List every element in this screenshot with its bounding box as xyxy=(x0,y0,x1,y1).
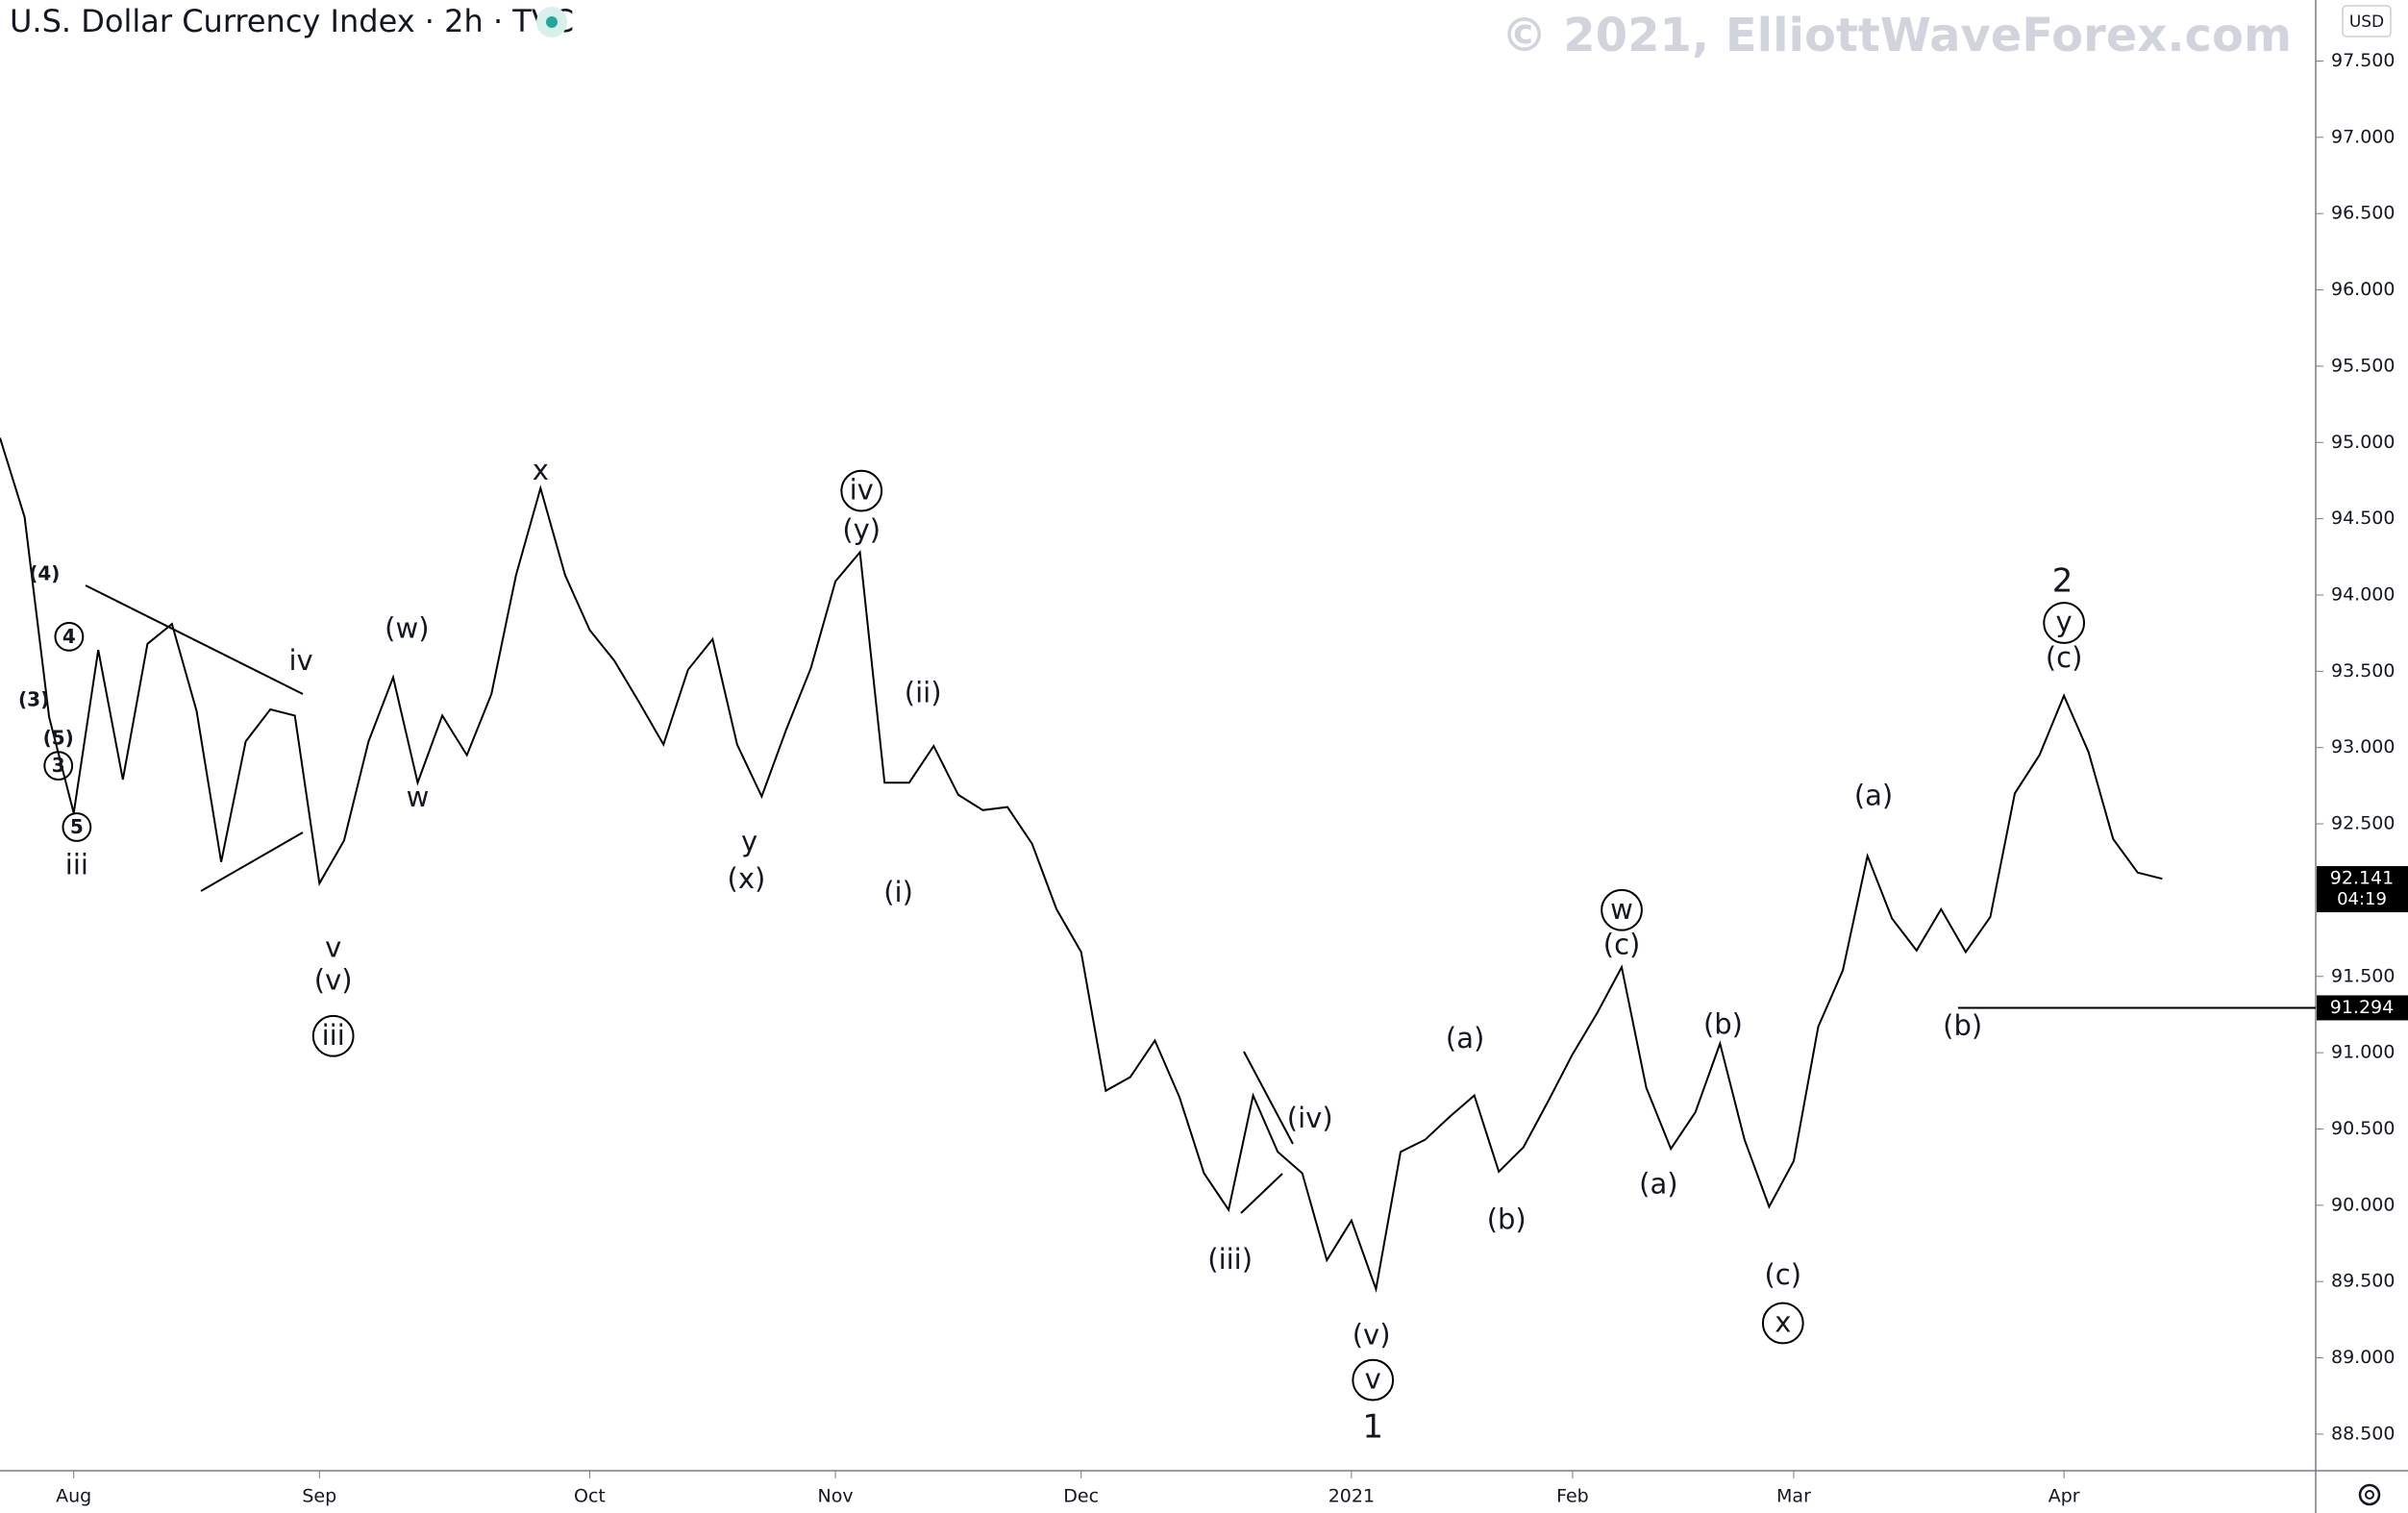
gear-hub xyxy=(2365,1490,2374,1500)
wave-label: (x) xyxy=(728,862,766,895)
x-tick-label: 2021 xyxy=(1328,1486,1375,1507)
watermark: © 2021, ElliottWaveForex.com xyxy=(1502,9,2292,62)
wave-label: (y) xyxy=(842,513,881,546)
wave-label: 1 xyxy=(1362,1408,1383,1447)
y-tick-label: 92.500 xyxy=(2331,813,2395,834)
y-tick-label: 93.000 xyxy=(2331,736,2395,757)
wave-label: 3 xyxy=(52,754,65,777)
y-tick-label: 90.000 xyxy=(2331,1194,2395,1215)
level-label-box xyxy=(2317,995,2408,1021)
wave-label: iv xyxy=(850,474,874,507)
wave-circle xyxy=(2043,602,2086,644)
wave-label: w xyxy=(1610,893,1633,926)
y-tick-label: 91.000 xyxy=(2331,1042,2395,1063)
level-label: 91.294 xyxy=(2330,997,2394,1018)
settings-icon[interactable] xyxy=(2358,1483,2381,1506)
trendline xyxy=(1243,1051,1294,1145)
wave-label: (a) xyxy=(1446,1022,1484,1054)
y-tick-label: 96.500 xyxy=(2331,203,2395,224)
wave-label: (iii) xyxy=(1207,1243,1253,1276)
last-price-box xyxy=(2317,866,2408,913)
wave-label: 4 xyxy=(62,625,76,648)
y-tick-label: 97.000 xyxy=(2331,126,2395,147)
wave-label: (c) xyxy=(1764,1258,1801,1291)
wave-circle xyxy=(840,469,883,512)
x-tick-label: Nov xyxy=(818,1486,854,1507)
x-tick-label: Feb xyxy=(1556,1486,1589,1507)
trendline xyxy=(200,831,304,892)
y-tick-label: 97.500 xyxy=(2331,50,2395,71)
last-price-label: 92.141 xyxy=(2330,868,2394,889)
trendline xyxy=(85,584,304,695)
y-tick-label: 91.500 xyxy=(2331,965,2395,986)
wave-circle xyxy=(1352,1358,1395,1401)
x-tick-label: Sep xyxy=(302,1486,336,1507)
wave-label: (c) xyxy=(2046,641,2083,674)
x-tick-label: Apr xyxy=(2048,1486,2080,1507)
wave-label: v xyxy=(1365,1363,1381,1396)
wave-label: 2 xyxy=(2052,561,2073,600)
wave-label: (c) xyxy=(1603,929,1641,961)
currency-label: USD xyxy=(2349,12,2384,32)
wave-circle xyxy=(43,751,74,781)
y-tick-label: 95.000 xyxy=(2331,432,2395,453)
wave-label: x xyxy=(1775,1306,1791,1339)
x-tick-label: Mar xyxy=(1776,1486,1811,1507)
wave-label: (ii) xyxy=(905,677,942,709)
currency-box[interactable] xyxy=(2342,5,2392,37)
chart-title: U.S. Dollar Currency Index · 2h · TVC xyxy=(10,3,574,39)
gear xyxy=(2358,1483,2381,1506)
wave-label: y xyxy=(2056,606,2073,638)
x-tick-label: Oct xyxy=(574,1486,606,1507)
wave-label: (b) xyxy=(1943,1009,1982,1042)
wave-label: 5 xyxy=(70,815,84,838)
wave-label: iii xyxy=(322,1019,345,1052)
wave-circle xyxy=(1761,1302,1804,1345)
wave-label: (v) xyxy=(314,963,353,996)
wave-label: (v) xyxy=(1353,1318,1391,1351)
wave-label: (5) xyxy=(43,726,74,749)
y-tick-label: 95.500 xyxy=(2331,355,2395,376)
x-tick-label: Dec xyxy=(1063,1486,1099,1507)
wave-label: (b) xyxy=(1487,1203,1527,1235)
wave-label: (iv) xyxy=(1287,1102,1333,1134)
wave-label: iv xyxy=(289,644,313,677)
wave-label: (a) xyxy=(1639,1168,1677,1201)
y-tick-label: 96.000 xyxy=(2331,279,2395,300)
y-tick-label: 94.000 xyxy=(2331,583,2395,605)
countdown-label: 04:19 xyxy=(2337,889,2387,909)
wave-label: iii xyxy=(65,848,88,881)
wave-label: v xyxy=(325,931,341,964)
wave-circle xyxy=(1601,888,1643,931)
y-tick-label: 89.000 xyxy=(2331,1347,2395,1368)
wave-circle xyxy=(311,1014,355,1057)
wave-label: (4) xyxy=(29,561,60,584)
y-tick-label: 93.500 xyxy=(2331,660,2395,682)
x-tick-label: Aug xyxy=(56,1486,91,1507)
trendline xyxy=(1240,1173,1283,1214)
wave-label: x xyxy=(533,454,549,486)
wave-label: (w) xyxy=(385,611,429,644)
y-tick-label: 94.500 xyxy=(2331,508,2395,529)
wave-label: (a) xyxy=(1854,780,1893,812)
wave-label: y xyxy=(741,825,757,857)
status-dot xyxy=(546,16,558,28)
wave-label: (3) xyxy=(18,687,49,710)
y-tick-label: 90.500 xyxy=(2331,1118,2395,1139)
price-line xyxy=(0,437,2163,1293)
wave-label: (b) xyxy=(1703,1008,1743,1041)
wave-circle xyxy=(62,812,92,842)
y-tick-label: 89.500 xyxy=(2331,1271,2395,1292)
wave-circle xyxy=(54,621,85,652)
wave-label: w xyxy=(407,781,430,813)
y-tick-label: 88.500 xyxy=(2331,1423,2395,1444)
wave-label: (i) xyxy=(883,876,913,908)
trendlines xyxy=(85,584,1294,1214)
